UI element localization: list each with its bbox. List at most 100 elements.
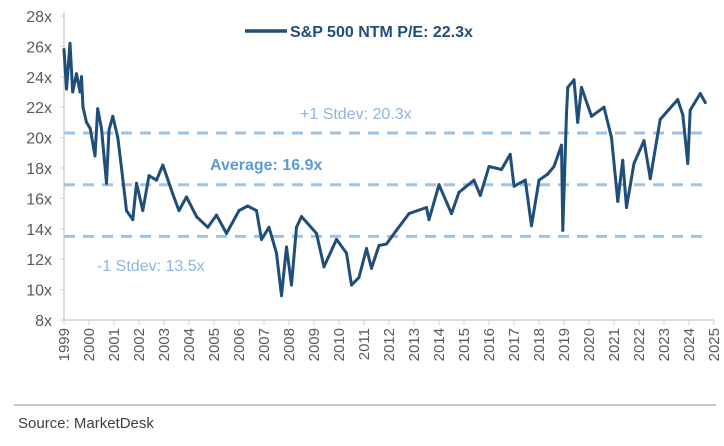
data-point bbox=[267, 225, 271, 229]
data-point bbox=[135, 181, 138, 185]
x-tick-label: 2012 bbox=[381, 328, 398, 361]
data-point bbox=[530, 224, 533, 228]
data-point bbox=[215, 213, 218, 217]
x-tick-label: 2009 bbox=[306, 328, 323, 361]
x-tick-label: 2002 bbox=[131, 328, 148, 361]
data-point bbox=[365, 247, 368, 251]
data-point bbox=[385, 242, 388, 246]
x-tick-label: 2000 bbox=[81, 328, 98, 361]
y-tick-label: 26x bbox=[26, 39, 52, 56]
data-point bbox=[457, 190, 461, 194]
x-tick-label: 2023 bbox=[656, 328, 673, 361]
data-point bbox=[71, 90, 75, 94]
reference-label: Average: 16.9x bbox=[210, 157, 322, 174]
data-point bbox=[395, 228, 398, 232]
data-point bbox=[85, 120, 88, 124]
x-tick-label: 1999 bbox=[56, 328, 73, 361]
data-point bbox=[280, 294, 283, 298]
data-point bbox=[450, 212, 453, 216]
x-tick-label: 2021 bbox=[606, 328, 623, 361]
data-point bbox=[275, 251, 278, 255]
data-point bbox=[120, 166, 123, 170]
data-point bbox=[565, 111, 568, 115]
data-point bbox=[65, 87, 68, 91]
data-point bbox=[125, 209, 128, 213]
y-tick-label: 14x bbox=[26, 222, 52, 239]
x-tick-label: 2007 bbox=[256, 328, 273, 361]
x-tick-label: 2024 bbox=[681, 328, 698, 361]
x-tick-label: 2006 bbox=[231, 328, 248, 361]
data-point bbox=[80, 75, 83, 79]
data-point bbox=[658, 117, 662, 121]
x-tick-label: 2016 bbox=[481, 328, 498, 361]
data-point bbox=[100, 126, 103, 130]
data-point bbox=[295, 225, 298, 229]
data-point bbox=[350, 283, 353, 287]
data-point bbox=[427, 218, 431, 222]
footer-divider bbox=[14, 404, 716, 406]
x-tick-label: 2004 bbox=[181, 328, 198, 361]
data-point bbox=[78, 90, 82, 94]
data-point bbox=[111, 114, 115, 118]
x-tick-label: 2010 bbox=[331, 328, 348, 361]
data-point bbox=[648, 177, 652, 181]
x-tick-label: 2015 bbox=[456, 328, 473, 361]
x-tick-label: 2019 bbox=[556, 328, 573, 361]
data-point bbox=[561, 228, 565, 232]
data-point bbox=[681, 113, 685, 117]
data-point bbox=[335, 237, 338, 241]
legend-label: S&P 500 NTM P/E: 22.3x bbox=[290, 24, 473, 41]
data-point bbox=[206, 225, 210, 229]
data-point bbox=[88, 126, 92, 130]
series-line-sp500-pe bbox=[62, 41, 707, 298]
data-point bbox=[632, 161, 636, 165]
y-tick-label: 16x bbox=[26, 191, 52, 208]
y-tick-label: 12x bbox=[26, 252, 52, 269]
data-point bbox=[68, 41, 72, 45]
data-point bbox=[703, 101, 707, 105]
data-point bbox=[437, 183, 441, 187]
x-tick-label: 2017 bbox=[506, 328, 523, 361]
data-point bbox=[676, 98, 680, 102]
x-tick-label: 2011 bbox=[356, 328, 373, 360]
x-tick-label: 2018 bbox=[531, 328, 548, 361]
x-tick-label: 2020 bbox=[581, 328, 598, 361]
data-point bbox=[107, 128, 111, 132]
data-point bbox=[537, 178, 541, 182]
data-point bbox=[161, 163, 165, 167]
x-tick-label: 2001 bbox=[106, 328, 123, 361]
x-tick-label: 2025 bbox=[706, 328, 723, 361]
data-point bbox=[560, 143, 563, 147]
data-point bbox=[81, 105, 85, 109]
y-tick-label: 8x bbox=[35, 313, 52, 330]
x-tick-label: 2022 bbox=[631, 328, 648, 361]
data-point bbox=[225, 231, 228, 235]
data-point bbox=[357, 275, 361, 279]
y-tick-label: 24x bbox=[26, 70, 52, 87]
y-tick-label: 28x bbox=[26, 9, 52, 26]
data-point bbox=[616, 199, 620, 203]
y-tick-label: 18x bbox=[26, 161, 52, 178]
data-point bbox=[171, 192, 175, 196]
data-point bbox=[580, 85, 583, 89]
data-point bbox=[96, 107, 100, 111]
source-note: Source: MarketDesk bbox=[18, 415, 154, 432]
y-tick-label: 10x bbox=[26, 283, 52, 300]
data-point bbox=[590, 114, 593, 118]
x-tick-label: 2003 bbox=[156, 328, 173, 361]
data-point bbox=[75, 72, 78, 76]
data-point bbox=[105, 181, 108, 185]
data-point bbox=[185, 195, 188, 199]
pe-chart: 8x 10x 12x 14x 16x 18x 20x 22x 24x 26x 28x 1999 2000… bbox=[26, 9, 723, 361]
data-point bbox=[255, 209, 258, 213]
y-tick-label: 20x bbox=[26, 131, 52, 148]
data-point bbox=[141, 209, 145, 213]
x-tick-label: 2008 bbox=[281, 328, 298, 361]
data-point bbox=[147, 174, 151, 178]
data-point bbox=[610, 136, 613, 140]
data-point bbox=[642, 139, 646, 143]
data-point bbox=[512, 184, 516, 188]
y-tick-label: 22x bbox=[26, 100, 52, 117]
data-point bbox=[625, 206, 628, 210]
data-point bbox=[686, 161, 690, 165]
